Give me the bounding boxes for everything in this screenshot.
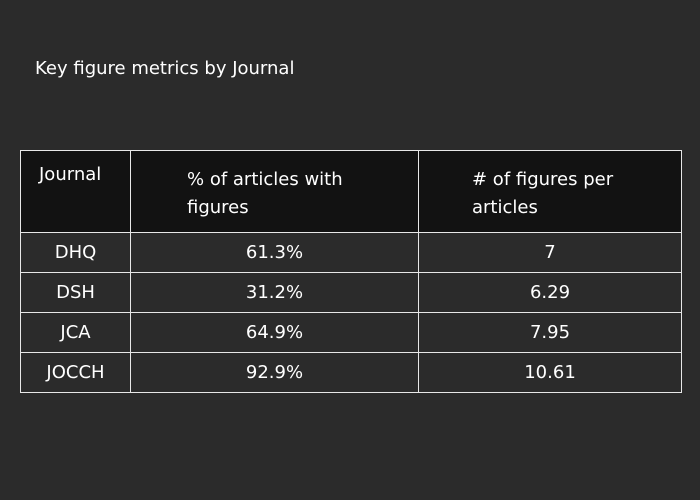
table-title: Key figure metrics by Journal (35, 58, 295, 79)
table-row: DSH 31.2% 6.29 (20, 272, 682, 313)
cell-journal: JCA (20, 312, 131, 353)
header-figures-per-article: # of figures per articles (418, 150, 682, 233)
table-header-row: Journal % of articles with figures # of … (20, 150, 682, 233)
cell-figures-per-article: 10.61 (418, 352, 682, 393)
table-row: JOCCH 92.9% 10.61 (20, 352, 682, 393)
table-row: DHQ 61.3% 7 (20, 232, 682, 273)
cell-journal: JOCCH (20, 352, 131, 393)
cell-figures-per-article: 6.29 (418, 272, 682, 313)
header-percent-articles-with-figures: % of articles with figures (130, 150, 419, 233)
cell-figures-per-article: 7.95 (418, 312, 682, 353)
cell-percent: 64.9% (130, 312, 419, 353)
table-row: JCA 64.9% 7.95 (20, 312, 682, 353)
cell-journal: DHQ (20, 232, 131, 273)
cell-journal: DSH (20, 272, 131, 313)
cell-figures-per-article: 7 (418, 232, 682, 273)
cell-percent: 92.9% (130, 352, 419, 393)
cell-percent: 61.3% (130, 232, 419, 273)
header-journal: Journal (20, 150, 131, 233)
metrics-table: Journal % of articles with figures # of … (20, 150, 682, 393)
cell-percent: 31.2% (130, 272, 419, 313)
